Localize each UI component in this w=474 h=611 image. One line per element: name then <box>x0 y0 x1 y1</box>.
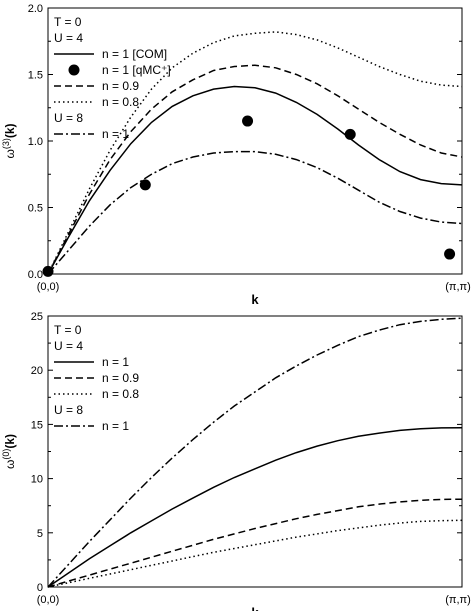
series-line <box>47 85 463 275</box>
legend-entry: n = 1 <box>102 355 129 369</box>
series-line <box>47 426 463 588</box>
data-point <box>444 248 456 260</box>
legend-header: U = 8 <box>54 111 83 125</box>
y-tick-label: 1.5 <box>28 70 43 82</box>
y-tick-label: 25 <box>31 311 43 323</box>
x-axis-label: k <box>251 605 259 611</box>
legend-header: U = 8 <box>54 403 83 417</box>
legend-entry: n = 0.8 <box>102 387 139 401</box>
y-tick-label: 0.0 <box>28 269 43 281</box>
legend-header: T = 0 <box>54 323 82 337</box>
legend-entry: n = 0.8 <box>102 95 139 109</box>
x-tick-label: (0,0) <box>37 594 60 606</box>
legend-entry: n = 1 <box>102 127 129 141</box>
legend-header: U = 4 <box>54 339 83 353</box>
legend-entry: n = 0.9 <box>102 79 139 93</box>
legend-marker <box>68 64 80 76</box>
data-point <box>42 265 54 277</box>
x-tick-label: (π,π) <box>445 281 471 293</box>
legend-entry: n = 1 [COM] <box>102 47 167 61</box>
legend-entry: n = 0.9 <box>102 371 139 385</box>
y-tick-label: 2.0 <box>28 3 43 15</box>
y-tick-label: 5 <box>37 528 43 540</box>
series-line <box>47 498 463 588</box>
legend-entry: n = 1 [qMC⁺] <box>102 63 171 77</box>
series-line <box>47 317 463 588</box>
series-line <box>47 31 463 275</box>
y-axis-label: ω(3)(k) <box>1 123 17 158</box>
legend-entry: n = 1 <box>102 419 129 433</box>
legend-header: U = 4 <box>54 31 83 45</box>
x-axis-label: k <box>251 292 259 307</box>
y-tick-label: 0.5 <box>28 203 43 215</box>
y-tick-label: 1.0 <box>28 136 43 148</box>
bottom-chart: 0 5 10 15 20 25 (0,0) (π,π) k ω(0)(k) T = 0 U = 4 n … <box>1 311 471 611</box>
series-line <box>47 64 463 275</box>
x-tick-label: (0,0) <box>37 281 60 293</box>
x-tick-label: (π,π) <box>445 594 471 606</box>
y-axis-label: ω(0)(k) <box>1 434 17 469</box>
legend-header: T = 0 <box>54 15 82 29</box>
data-point <box>139 179 151 191</box>
y-tick-label: 10 <box>31 474 43 486</box>
y-tick-label: 0 <box>37 582 43 594</box>
top-chart: 0.0 0.5 1.0 1.5 2.0 (0,0) (π,π) k ω(3)(k) T = 0 U … <box>1 3 471 307</box>
data-point <box>242 115 254 127</box>
y-tick-label: 20 <box>31 365 43 377</box>
y-tick-label: 15 <box>31 419 43 431</box>
data-point <box>344 128 356 140</box>
